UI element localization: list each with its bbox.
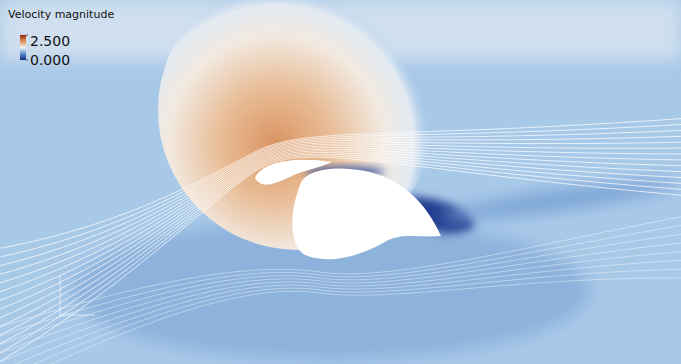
axes-glyph: [60, 275, 95, 315]
colorbar-scale: [20, 35, 26, 60]
streamline: [0, 148, 681, 313]
streamline: [0, 154, 681, 349]
colorbar-tick-label: 2.500: [30, 33, 70, 49]
main-element: [292, 168, 441, 259]
streamline: [0, 269, 681, 364]
colorbar-tick: [26, 60, 28, 61]
velocity-field: [0, 0, 681, 364]
streamline: [0, 142, 681, 286]
streamlines: [0, 118, 681, 364]
colorbar-title: Velocity magnitude: [8, 8, 114, 21]
streamline: [0, 260, 681, 364]
streamline: [0, 149, 681, 322]
slat: [255, 160, 332, 185]
figure: Velocity magnitude 2.500 0.000: [0, 0, 681, 364]
streamline: [0, 157, 681, 364]
colorbar-tick: [26, 35, 28, 36]
streamline: [0, 278, 681, 364]
streamline: [0, 251, 681, 364]
colorbar: Velocity magnitude 2.500 0.000: [8, 8, 114, 68]
colorbar-tick-label: 0.000: [30, 52, 70, 68]
glyph-axis: [60, 315, 95, 316]
glyph-axis: [60, 275, 61, 315]
wake-trail: [440, 173, 680, 226]
streamline: [0, 156, 681, 358]
streamline: [0, 242, 681, 357]
streamline: [0, 130, 681, 268]
